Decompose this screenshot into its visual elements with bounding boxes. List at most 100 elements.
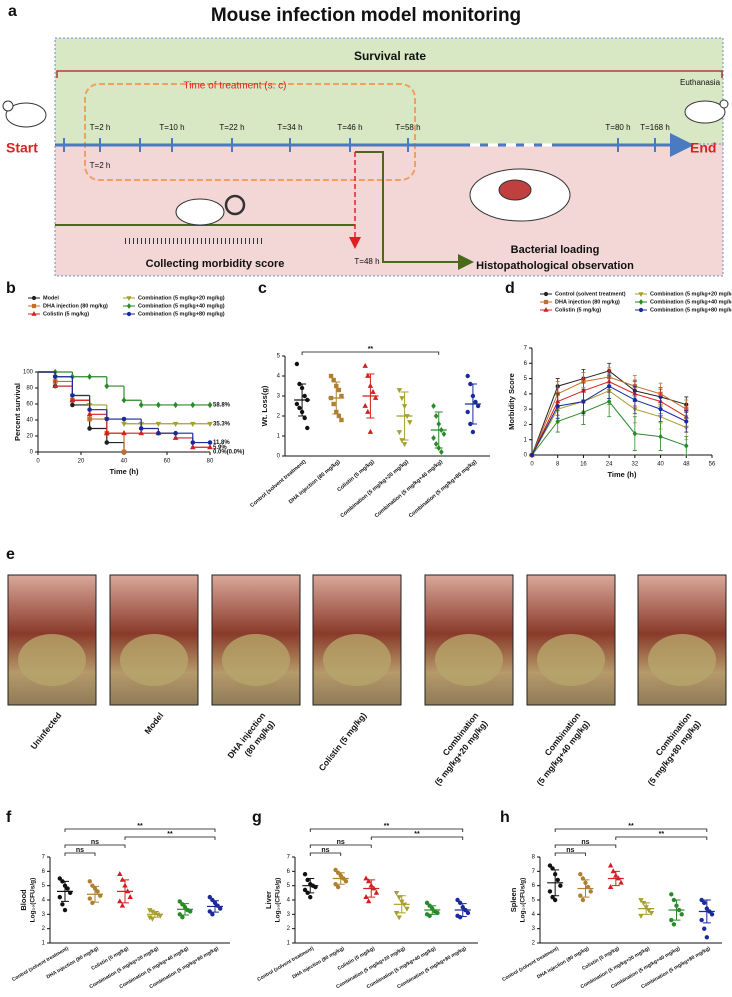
survival-step: [71, 376, 90, 397]
panel-label: g: [252, 809, 262, 826]
significance-bracket: [124, 836, 216, 840]
significance-bracket: [309, 852, 342, 856]
y-axis-label: Log₁₀(CFUs/g): [275, 878, 282, 923]
y-axis-label: Wt. Loss(g): [260, 385, 269, 426]
y-tick-label: 7: [42, 855, 46, 861]
x-tick-label: 8: [556, 462, 560, 468]
y-tick-label: 3: [277, 394, 281, 400]
marker: [401, 442, 408, 448]
significance-label: **: [628, 823, 634, 830]
y-tick-label: 4: [524, 391, 528, 397]
timepoint: T=168 h: [640, 123, 670, 132]
marker: [555, 403, 560, 409]
y-tick-label: 4: [287, 898, 291, 904]
marker: [333, 867, 338, 873]
survival-step: [140, 400, 159, 406]
y-tick-label: 4: [277, 374, 281, 380]
end-label: 35.3%: [213, 421, 231, 427]
marker: [578, 872, 583, 877]
marker: [365, 878, 372, 884]
panel-label: c: [258, 280, 267, 297]
marker: [57, 876, 62, 881]
marker: [669, 917, 674, 923]
legend-label: Combination (5 mg/kg+40 mg/kg): [650, 299, 732, 305]
survival-label: Survival rate: [354, 49, 426, 63]
photo-detail: [222, 634, 290, 686]
sd-bar: [332, 381, 341, 415]
legend-label: Model: [43, 295, 59, 301]
marker: [552, 897, 558, 903]
marker: [117, 871, 123, 877]
marker: [218, 906, 223, 911]
marker: [302, 887, 308, 893]
legend-label: Combination (5 mg/kg+80 mg/kg): [138, 311, 225, 317]
sd-bar: [428, 905, 437, 915]
sd-bar: [397, 895, 406, 914]
marker: [207, 444, 213, 450]
marker: [393, 911, 400, 916]
sd-bar: [551, 869, 560, 897]
y-tick-label: 2: [524, 422, 528, 428]
y-tick-label: 6: [524, 361, 528, 367]
x-tick-label: Control (solvent treatment): [256, 946, 315, 983]
significance-bracket: [309, 844, 372, 848]
sd-bar: [611, 870, 620, 887]
survival-step: [106, 428, 124, 444]
sd-bar: [400, 391, 409, 441]
marker: [362, 402, 368, 408]
marker: [607, 384, 612, 389]
y-tick-label: 3: [42, 912, 46, 918]
y-tick-label: 1: [524, 437, 528, 443]
marker: [210, 912, 215, 917]
x-tick-label: 32: [632, 462, 639, 468]
marker: [177, 912, 183, 917]
marker: [331, 401, 336, 407]
y-tick-label: 1: [42, 941, 46, 947]
marker: [70, 402, 75, 408]
significance-label: **: [167, 831, 173, 838]
y-tick-label: 5: [287, 883, 291, 889]
marker: [709, 912, 715, 917]
y-axis-label: Morbidity Score: [507, 373, 516, 430]
panel-label: a: [8, 3, 17, 20]
y-axis-label: Percent survival: [13, 383, 22, 441]
marker: [190, 401, 196, 409]
marker: [189, 444, 196, 450]
marker: [632, 430, 638, 437]
survival-step: [175, 433, 193, 439]
marker: [638, 898, 644, 904]
photo-detail: [120, 634, 188, 686]
marker: [702, 900, 707, 906]
marker: [336, 387, 342, 393]
y-tick-label: 100: [23, 370, 34, 376]
end-label: 11.8%: [213, 440, 230, 446]
mouse-icons: [2, 99, 729, 226]
marker: [87, 879, 93, 884]
marker: [684, 442, 689, 449]
survival-step: [106, 409, 124, 420]
marker: [558, 883, 563, 888]
marker: [87, 407, 92, 412]
marker: [404, 906, 410, 912]
marker: [555, 877, 560, 883]
photo-detail: [537, 634, 605, 686]
sd-bar: [458, 903, 467, 917]
marker: [529, 452, 535, 458]
x-tick-label: 20: [78, 459, 85, 465]
marker: [117, 898, 123, 904]
significance-label: ns: [76, 847, 84, 854]
marker: [606, 398, 612, 405]
x-tick-label: Control (solvent treatment): [249, 459, 307, 509]
significance-bracket: [554, 852, 586, 856]
sd-bar: [336, 872, 345, 885]
x-tick-label: 0: [36, 459, 40, 465]
marker: [180, 915, 185, 920]
marker: [455, 897, 460, 903]
marker: [126, 311, 132, 317]
marker: [424, 900, 430, 906]
legend-label: Control (solvent treatment): [555, 291, 626, 297]
survival-step: [123, 386, 142, 401]
marker: [372, 394, 379, 400]
timeline-ticks: [63, 138, 656, 152]
y-tick-label: 7: [287, 855, 291, 861]
